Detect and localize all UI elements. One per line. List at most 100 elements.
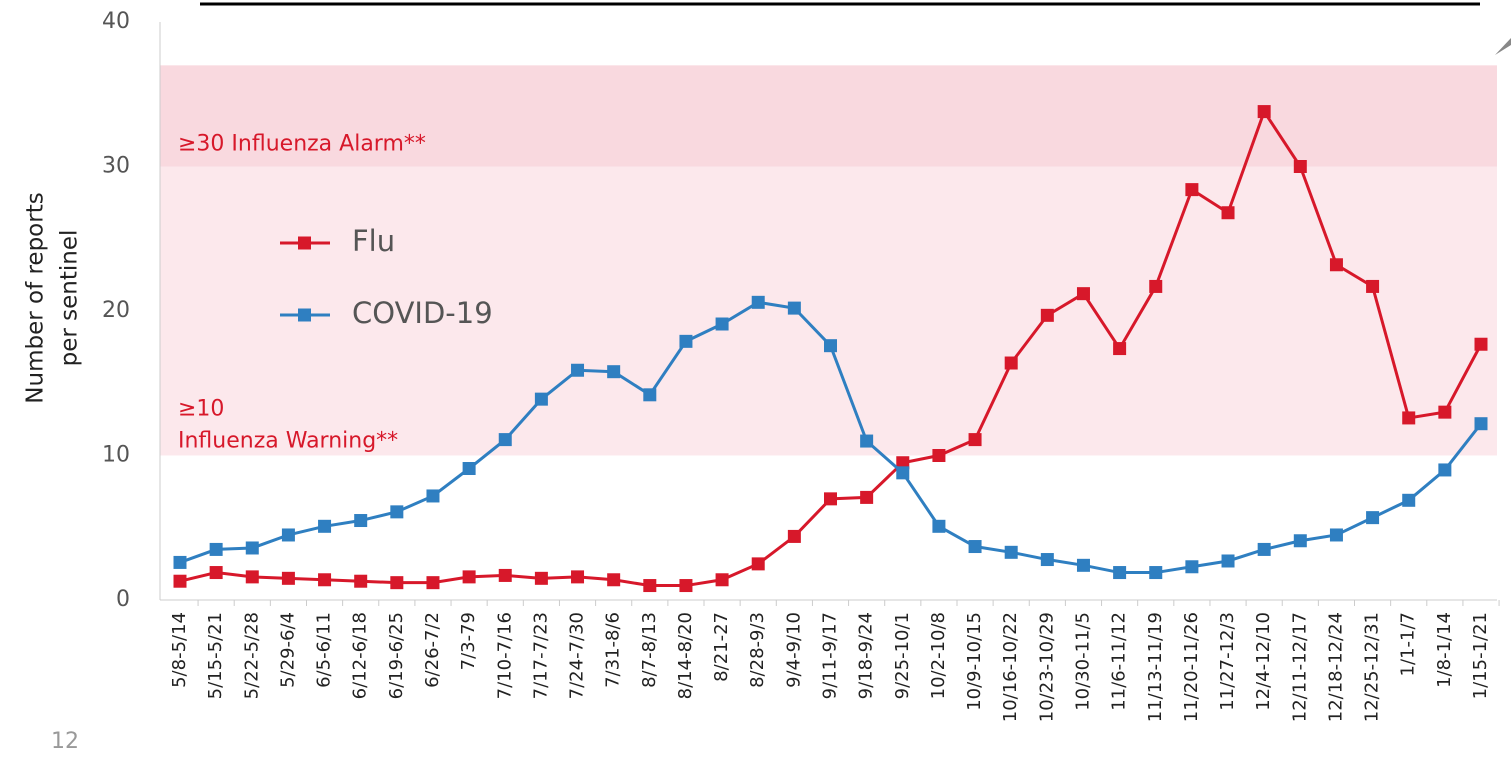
legend-marker xyxy=(298,308,311,322)
point xyxy=(643,579,657,593)
x-tick-label: 11/27-12/3 xyxy=(1217,612,1238,711)
x-tick-label: 11/20-11/26 xyxy=(1181,612,1202,722)
point xyxy=(1257,105,1271,119)
point xyxy=(498,568,512,582)
point xyxy=(787,529,801,543)
x-tick-label: 9/4-9/10 xyxy=(783,612,804,688)
point xyxy=(1438,405,1452,419)
y-tick-label: 10 xyxy=(102,443,130,468)
point xyxy=(679,334,693,348)
x-tick-label: 1/1-1/7 xyxy=(1398,612,1419,676)
point xyxy=(607,365,621,379)
x-tick-label: 10/30-11/5 xyxy=(1072,612,1093,711)
x-tick-label: 5/8-5/14 xyxy=(169,612,190,688)
point xyxy=(1040,308,1054,322)
x-tick-label: 7/17-7/23 xyxy=(530,612,551,699)
point xyxy=(571,570,585,584)
y-tick-label: 40 xyxy=(102,9,130,34)
point xyxy=(1221,206,1235,220)
x-tick-label: 5/22-5/28 xyxy=(241,612,262,699)
x-tick-label: 8/14-8/20 xyxy=(675,612,696,699)
point xyxy=(1185,183,1199,197)
point xyxy=(318,519,332,533)
x-tick-label: 1/15-1/21 xyxy=(1470,612,1491,699)
point xyxy=(824,492,837,506)
x-tick-label: 9/11-9/17 xyxy=(820,612,841,699)
point xyxy=(1366,279,1380,293)
y-tick-label: 0 xyxy=(116,587,130,612)
point xyxy=(1438,463,1452,477)
point xyxy=(390,576,404,590)
point xyxy=(932,449,946,462)
point xyxy=(787,301,801,315)
threshold-band xyxy=(160,166,1497,456)
x-tick-label: 7/31-8/6 xyxy=(603,612,624,688)
corner-arrow xyxy=(1495,38,1511,55)
x-tick-label: 12/18-12/24 xyxy=(1325,612,1346,722)
x-tick-label: 8/7-8/13 xyxy=(639,612,660,688)
x-tick-label: 10/9-10/15 xyxy=(964,612,985,711)
point xyxy=(1293,160,1307,173)
point xyxy=(1221,554,1235,568)
point xyxy=(1329,528,1343,542)
point xyxy=(824,339,837,353)
legend-marker xyxy=(298,236,311,250)
x-tick-label: 9/18-9/24 xyxy=(856,612,877,699)
band-label: Influenza Warning** xyxy=(178,429,398,454)
point xyxy=(390,505,404,519)
point xyxy=(173,574,187,588)
point xyxy=(1076,287,1090,301)
point xyxy=(534,571,548,585)
x-tick-label: 11/6-11/12 xyxy=(1109,612,1130,711)
y-tick-label: 30 xyxy=(102,154,130,179)
point xyxy=(968,433,982,447)
x-tick-label: 6/26-7/2 xyxy=(422,612,443,688)
y-tick-label: 20 xyxy=(102,298,130,323)
x-tick-label: 10/16-10/22 xyxy=(1000,612,1021,722)
point xyxy=(1113,566,1127,580)
point xyxy=(1004,545,1018,559)
point xyxy=(751,557,765,571)
point xyxy=(1004,356,1018,370)
point xyxy=(1366,511,1380,525)
point xyxy=(462,462,476,476)
point xyxy=(498,433,512,447)
point xyxy=(860,434,874,448)
point xyxy=(1474,417,1488,431)
legend-label: COVID-19 xyxy=(352,296,493,330)
point xyxy=(1474,337,1488,351)
threshold-band xyxy=(160,65,1497,167)
x-tick-label: 12/25-12/31 xyxy=(1362,612,1383,722)
point xyxy=(245,570,259,584)
point xyxy=(354,574,368,588)
point xyxy=(209,542,223,556)
point xyxy=(607,573,621,587)
point xyxy=(643,388,657,402)
x-tick-label: 12/4-12/10 xyxy=(1253,612,1274,711)
point xyxy=(354,514,368,528)
point xyxy=(1149,566,1163,580)
point xyxy=(896,466,910,480)
legend-label: Flu xyxy=(352,224,395,258)
point xyxy=(1113,342,1127,356)
point xyxy=(1402,411,1416,425)
point xyxy=(1329,258,1343,272)
point xyxy=(1149,279,1163,293)
point xyxy=(426,489,440,503)
point xyxy=(1402,493,1416,507)
x-tick-label: 11/13-11/19 xyxy=(1145,612,1166,722)
x-tick-label: 6/5-6/11 xyxy=(314,612,335,688)
point xyxy=(1076,558,1090,572)
x-tick-label: 8/28-9/3 xyxy=(747,612,768,688)
x-tick-label: 7/10-7/16 xyxy=(494,612,515,699)
point xyxy=(1257,542,1271,556)
y-axis-title: Number of reports xyxy=(23,192,49,403)
point xyxy=(896,456,910,470)
point xyxy=(715,317,729,331)
x-tick-label: 9/25-10/1 xyxy=(892,612,913,699)
point xyxy=(173,555,187,569)
point xyxy=(462,570,476,584)
point xyxy=(968,540,982,554)
point xyxy=(1185,560,1199,574)
x-tick-label: 5/29-6/4 xyxy=(277,612,298,688)
